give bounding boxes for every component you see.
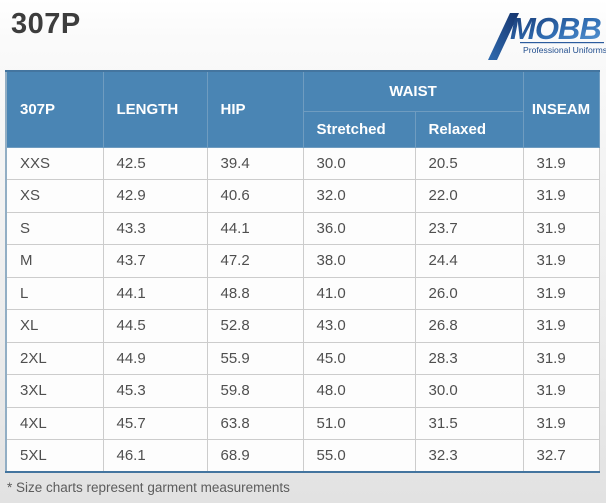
size-cell: 5XL (5, 439, 104, 473)
header-length: LENGTH (102, 70, 208, 148)
waist-stretched-cell: 32.0 (302, 179, 416, 213)
waist-stretched-cell: 45.0 (302, 341, 416, 375)
size-cell: 3XL (5, 374, 104, 408)
waist-relaxed-cell: 22.0 (414, 179, 524, 213)
size-cell: XL (5, 309, 104, 343)
length-cell: 44.9 (102, 341, 208, 375)
logo-brand-text: MOBB (510, 11, 601, 46)
mobb-logo: MOBB Professional Uniforms (488, 11, 606, 60)
header-product-code: 307P (5, 70, 104, 148)
length-cell: 42.5 (102, 146, 208, 180)
logo-rule (520, 42, 604, 44)
waist-relaxed-cell: 32.3 (414, 439, 524, 473)
waist-relaxed-cell: 26.0 (414, 276, 524, 310)
logo-slash-icon (488, 13, 519, 60)
waist-relaxed-cell: 26.8 (414, 309, 524, 343)
size-chart-table: 307P LENGTH HIP WAIST INSEAM Stretched R… (5, 70, 600, 473)
size-cell: XXS (5, 146, 104, 180)
waist-relaxed-cell: 20.5 (414, 146, 524, 180)
inseam-cell: 31.9 (522, 179, 600, 213)
size-cell: L (5, 276, 104, 310)
size-cell: 4XL (5, 406, 104, 440)
header-waist-relaxed: Relaxed (414, 110, 524, 148)
inseam-cell: 31.9 (522, 146, 600, 180)
hip-cell: 39.4 (206, 146, 304, 180)
table-header: 307P LENGTH HIP WAIST INSEAM Stretched R… (5, 70, 600, 148)
inseam-cell: 31.9 (522, 244, 600, 278)
header-waist: WAIST (302, 70, 524, 112)
hip-cell: 68.9 (206, 439, 304, 473)
waist-stretched-cell: 43.0 (302, 309, 416, 343)
table-row: M 43.7 47.2 38.0 24.4 31.9 (5, 244, 600, 278)
hip-cell: 47.2 (206, 244, 304, 278)
waist-stretched-cell: 30.0 (302, 146, 416, 180)
length-cell: 45.7 (102, 406, 208, 440)
table-row: 4XL 45.7 63.8 51.0 31.5 31.9 (5, 406, 600, 440)
table-row: 5XL 46.1 68.9 55.0 32.3 32.7 (5, 439, 600, 473)
length-cell: 46.1 (102, 439, 208, 473)
hip-cell: 63.8 (206, 406, 304, 440)
inseam-cell: 31.9 (522, 309, 600, 343)
table-row: S 43.3 44.1 36.0 23.7 31.9 (5, 211, 600, 245)
length-cell: 45.3 (102, 374, 208, 408)
page-title: 307P (11, 8, 81, 40)
size-cell: M (5, 244, 104, 278)
waist-stretched-cell: 51.0 (302, 406, 416, 440)
length-cell: 44.1 (102, 276, 208, 310)
length-cell: 44.5 (102, 309, 208, 343)
waist-stretched-cell: 41.0 (302, 276, 416, 310)
table-row: 3XL 45.3 59.8 48.0 30.0 31.9 (5, 374, 600, 408)
waist-stretched-cell: 36.0 (302, 211, 416, 245)
size-cell: S (5, 211, 104, 245)
waist-stretched-cell: 55.0 (302, 439, 416, 473)
table-row: 2XL 44.9 55.9 45.0 28.3 31.9 (5, 341, 600, 375)
inseam-cell: 31.9 (522, 211, 600, 245)
inseam-cell: 31.9 (522, 341, 600, 375)
waist-stretched-cell: 48.0 (302, 374, 416, 408)
length-cell: 42.9 (102, 179, 208, 213)
table-row: XL 44.5 52.8 43.0 26.8 31.9 (5, 309, 600, 343)
hip-cell: 48.8 (206, 276, 304, 310)
hip-cell: 55.9 (206, 341, 304, 375)
footnote: * Size charts represent garment measurem… (7, 480, 290, 495)
header-hip: HIP (206, 70, 304, 148)
hip-cell: 52.8 (206, 309, 304, 343)
length-cell: 43.3 (102, 211, 208, 245)
logo-tagline: Professional Uniforms (523, 45, 606, 55)
hip-cell: 44.1 (206, 211, 304, 245)
page-header: 307P MOBB Professional Uniforms (0, 0, 606, 70)
table-row: XS 42.9 40.6 32.0 22.0 31.9 (5, 179, 600, 213)
waist-relaxed-cell: 30.0 (414, 374, 524, 408)
length-cell: 43.7 (102, 244, 208, 278)
waist-relaxed-cell: 24.4 (414, 244, 524, 278)
size-cell: XS (5, 179, 104, 213)
inseam-cell: 31.9 (522, 276, 600, 310)
waist-relaxed-cell: 23.7 (414, 211, 524, 245)
header-waist-stretched: Stretched (302, 110, 416, 148)
hip-cell: 40.6 (206, 179, 304, 213)
waist-stretched-cell: 38.0 (302, 244, 416, 278)
table-row: L 44.1 48.8 41.0 26.0 31.9 (5, 276, 600, 310)
header-inseam: INSEAM (522, 70, 600, 148)
size-table-body: XXS 42.5 39.4 30.0 20.5 31.9 XS 42.9 40.6 32.0 22.… (5, 146, 600, 473)
inseam-cell: 32.7 (522, 439, 600, 473)
inseam-cell: 31.9 (522, 374, 600, 408)
inseam-cell: 31.9 (522, 406, 600, 440)
hip-cell: 59.8 (206, 374, 304, 408)
table-row: XXS 42.5 39.4 30.0 20.5 31.9 (5, 146, 600, 180)
size-cell: 2XL (5, 341, 104, 375)
waist-relaxed-cell: 31.5 (414, 406, 524, 440)
waist-relaxed-cell: 28.3 (414, 341, 524, 375)
